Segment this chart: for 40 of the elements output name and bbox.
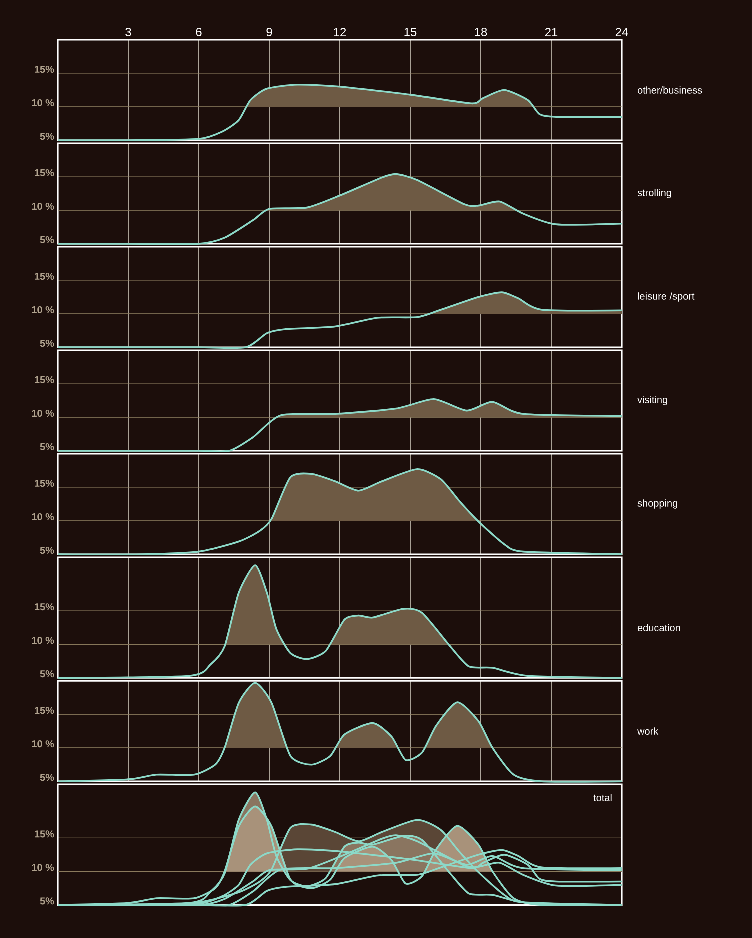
- x-tick-label: 12: [334, 28, 346, 36]
- y-tick-label: 10 %: [32, 864, 54, 872]
- series-label: leisure /sport: [638, 292, 695, 302]
- x-tick-label: 24: [616, 28, 628, 36]
- y-tick-label: 10 %: [32, 637, 54, 644]
- text: strolling: [638, 189, 672, 198]
- x-tick-label: 15: [404, 28, 417, 36]
- y-tick-label: 5%: [40, 774, 54, 782]
- text: total: [594, 794, 612, 802]
- text: shopping: [638, 500, 678, 509]
- text: education: [638, 624, 680, 632]
- y-tick-label: 10 %: [32, 740, 54, 748]
- y-tick-label: 5%: [40, 236, 54, 244]
- y-tick-label: 15%: [35, 604, 54, 611]
- y-tick-label: 15%: [35, 480, 54, 488]
- y-tick-label: 15%: [35, 707, 54, 714]
- y-tick-label: 5%: [40, 443, 54, 451]
- y-tick-label: 5%: [40, 546, 54, 554]
- y-tick-label: 10 %: [32, 306, 54, 314]
- y-tick-label: 5%: [40, 132, 54, 140]
- y-tick-label: 10 %: [32, 99, 54, 107]
- x-tick-label: 18: [475, 28, 488, 36]
- y-tick-label: 15%: [35, 66, 54, 74]
- x-tick-label: 9: [266, 28, 272, 36]
- x-tick-label: 3: [126, 28, 132, 36]
- y-tick-label: 10 %: [32, 202, 54, 210]
- y-tick-label: 15%: [35, 830, 54, 838]
- y-tick-label: 10 %: [32, 513, 54, 521]
- y-tick-label: 5%: [40, 670, 54, 678]
- x-tick-label: 6: [196, 28, 202, 36]
- series-label: visiting: [638, 396, 668, 406]
- y-tick-label: 15%: [35, 376, 54, 384]
- y-tick-label: 10 %: [32, 410, 54, 418]
- text: work: [638, 728, 659, 736]
- text: other/business: [638, 86, 702, 94]
- y-tick-label: 15%: [35, 169, 54, 177]
- y-tick-label: 5%: [40, 898, 54, 905]
- x-tick-label: 21: [545, 28, 558, 36]
- y-tick-label: 15%: [35, 272, 54, 280]
- y-tick-label: 5%: [40, 340, 54, 348]
